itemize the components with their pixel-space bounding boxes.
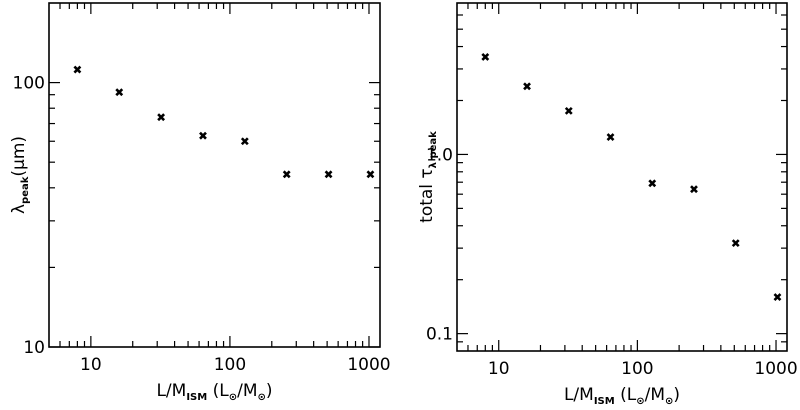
data-point — [324, 170, 333, 179]
data-point — [366, 170, 375, 179]
panel-left: 10 100 1000 10 100 L/MISM (L⊙/M⊙) λpeak(μm) — [9, 2, 391, 403]
x-tick-label: 1000 — [347, 355, 390, 375]
y-tick-label: 0.1 — [426, 325, 453, 345]
x-tick-label: 10 — [80, 355, 102, 375]
data-point — [73, 65, 82, 74]
data-point — [481, 53, 490, 61]
x-tick-label: 1000 — [754, 359, 797, 379]
data-point — [115, 88, 124, 97]
y-tick-label: 1.0 — [426, 145, 453, 165]
data-point — [523, 82, 531, 91]
plot-frame — [48, 2, 381, 348]
data-point — [690, 185, 698, 194]
data-point — [606, 133, 615, 141]
x-tick-label: 10 — [488, 359, 510, 379]
x-tick-label: 100 — [214, 355, 246, 375]
y-axis-label: total τλ peak — [417, 131, 439, 223]
plot-frame — [456, 2, 788, 352]
y-tick-label: 100 — [13, 74, 45, 94]
x-tick-label: 100 — [621, 359, 653, 379]
x-axis-label: L/MISM (L⊙/M⊙) — [564, 385, 680, 407]
x-axis-label: L/MISM (L⊙/M⊙) — [156, 381, 272, 403]
data-point — [731, 239, 740, 248]
data-point — [648, 179, 657, 188]
data-point — [157, 113, 166, 122]
y-axis-label: λpeak(μm) — [9, 136, 31, 214]
data-point — [773, 293, 782, 301]
y-tick-label: 10 — [23, 338, 45, 358]
panel-right: 10 100 1000 0.1 1.0 L/MISM (L⊙/M⊙) total τλ pe… — [417, 2, 798, 407]
data-point — [282, 170, 291, 179]
data-point — [240, 137, 249, 146]
data-point — [199, 131, 207, 140]
data-point — [564, 106, 573, 115]
